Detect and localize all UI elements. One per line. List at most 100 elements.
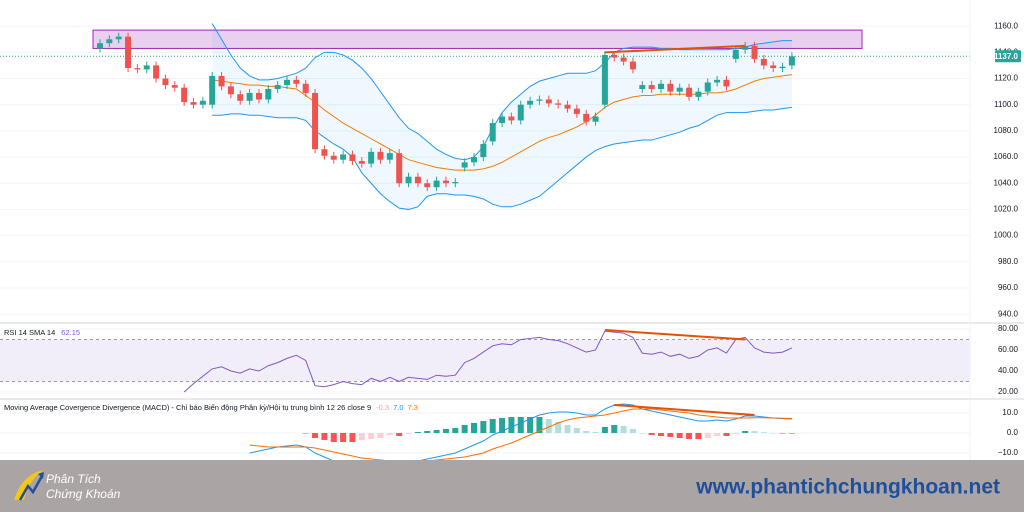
- histogram-bar: [732, 433, 739, 434]
- histogram-bar: [658, 433, 664, 436]
- candle-body: [601, 54, 608, 105]
- candle-body: [461, 162, 468, 168]
- candle-body: [312, 92, 319, 150]
- histogram-bar: [302, 433, 309, 434]
- histogram-bar: [592, 432, 599, 433]
- candle-body: [527, 100, 534, 105]
- y-tick-label: 960.0: [998, 283, 1019, 292]
- candle-body: [237, 94, 244, 101]
- candle-body: [284, 79, 290, 86]
- candle-body: [751, 45, 758, 59]
- candle-body: [368, 151, 375, 164]
- y-tick-label: 60.00: [998, 345, 1019, 354]
- histogram-bar: [760, 432, 767, 433]
- pane-titles: RSI 14 SMA 14 62.15 Moving Average Cover…: [4, 328, 418, 412]
- candle-body: [134, 68, 141, 70]
- divergence-line: [604, 329, 746, 341]
- y-tick-label: 40.00: [998, 366, 1019, 375]
- y-tick-label: 980.0: [998, 257, 1019, 266]
- histogram-bar: [480, 421, 487, 433]
- histogram-bar: [414, 432, 421, 433]
- histogram-bar: [330, 433, 337, 442]
- candle-body: [471, 157, 477, 163]
- candle-body: [714, 79, 721, 83]
- footer-background: [0, 460, 1024, 512]
- candle-body: [162, 78, 169, 86]
- middle-band: [212, 74, 792, 171]
- y-tick-label: 10.0: [1002, 408, 1018, 417]
- histogram-bar: [629, 429, 636, 433]
- candle-body: [583, 113, 590, 122]
- rsi-value: 62.15: [61, 328, 80, 337]
- signal-value: 7.3: [408, 403, 418, 412]
- candle-body: [97, 43, 103, 49]
- histogram-bar: [695, 433, 702, 439]
- candle-body: [686, 87, 693, 97]
- histogram-bar: [508, 417, 515, 433]
- histogram-bar: [424, 431, 431, 433]
- histogram-bar: [788, 433, 795, 434]
- y-tick-label: 1040.0: [994, 178, 1019, 187]
- candle-body: [414, 176, 421, 184]
- histogram-bar: [377, 433, 384, 438]
- brand-line: Phân Tích: [46, 472, 101, 486]
- logo-swoosh: [14, 470, 44, 500]
- histogram-bar: [601, 427, 608, 433]
- y-tick-label: 1020.0: [994, 205, 1019, 214]
- signal-line: [249, 408, 792, 460]
- y-tick-label: 1060.0: [994, 152, 1019, 161]
- candle-body: [648, 85, 655, 90]
- candle-body: [770, 65, 777, 69]
- histogram-bar: [517, 417, 524, 433]
- y-tick-label: 1080.0: [994, 126, 1019, 135]
- candle-body: [760, 58, 767, 66]
- divergence-line: [604, 44, 746, 54]
- histogram-bar: [536, 417, 543, 433]
- candle-body: [405, 176, 412, 184]
- macd-value: 7.0: [393, 403, 403, 412]
- histogram-bar: [564, 425, 571, 433]
- histogram-bar: [499, 418, 506, 433]
- candle-body: [555, 103, 562, 105]
- candle-body: [592, 116, 599, 122]
- macd-histogram-value: -0.3: [376, 403, 389, 412]
- histogram-bar: [340, 433, 347, 442]
- histogram-bar: [704, 433, 711, 438]
- histogram-bar: [714, 433, 721, 436]
- y-tick-label: 1160.0: [994, 21, 1018, 30]
- candle-body: [536, 99, 543, 101]
- candle-body: [302, 83, 309, 93]
- histogram-bar: [452, 428, 459, 433]
- last-price-label: 1137.0: [994, 52, 1019, 61]
- histogram-bar: [386, 433, 393, 435]
- rsi-band: [0, 339, 970, 382]
- lower-band: [212, 106, 792, 210]
- candle-body: [658, 83, 664, 90]
- candle-body: [349, 154, 356, 161]
- histogram-bar: [751, 431, 758, 433]
- histogram-bar: [779, 433, 786, 434]
- candle-body: [442, 180, 449, 184]
- candle-body: [788, 56, 795, 66]
- y-tick-label: 0.0: [1007, 428, 1019, 437]
- logo-arrow: [18, 475, 44, 501]
- histogram-bar: [620, 426, 627, 433]
- histogram-bar: [442, 429, 449, 433]
- candle-body: [517, 104, 524, 121]
- candle-body: [171, 85, 178, 88]
- candle-body: [386, 153, 393, 160]
- y-tick-label: −10.0: [998, 448, 1019, 457]
- y-tick-label: 1120.0: [994, 74, 1018, 83]
- macd-title: Moving Average Covergence Divergence (MA…: [4, 403, 371, 412]
- histogram-bar: [545, 419, 552, 433]
- rsi-title: RSI 14 SMA 14: [4, 328, 55, 337]
- histogram-bar: [461, 425, 468, 433]
- y-tick-label: 940.0: [998, 309, 1019, 318]
- candle-body: [629, 61, 636, 70]
- histogram-bar: [667, 433, 674, 437]
- y-tick-label: 1100.0: [994, 100, 1018, 109]
- histogram-bar: [312, 433, 319, 438]
- histogram-bar: [573, 428, 580, 433]
